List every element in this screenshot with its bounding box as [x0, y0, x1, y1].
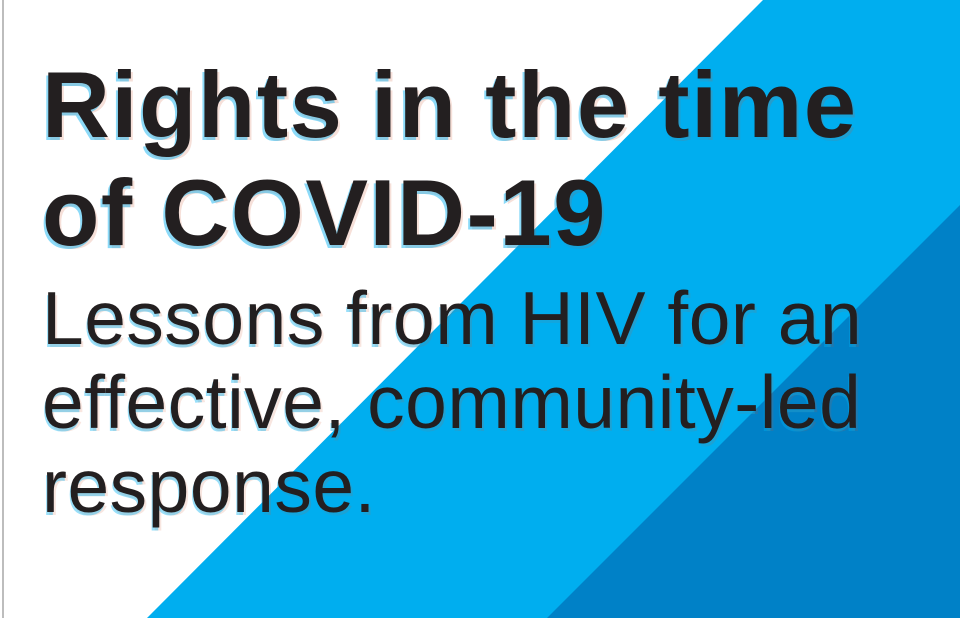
subtitle-line-1: Lessons from HIV for an — [42, 276, 863, 360]
page-edge-line — [2, 0, 4, 618]
subtitle-line-3: response. — [42, 444, 376, 528]
title-line-2: of COVID-19 — [42, 160, 607, 265]
document-title: Rights in the time of COVID-19 — [42, 51, 858, 267]
subtitle-line-2: effective, community-led — [42, 360, 862, 444]
title-line-1: Rights in the time — [42, 52, 858, 157]
document-subtitle: Lessons from HIV for an effective, commu… — [42, 276, 862, 528]
